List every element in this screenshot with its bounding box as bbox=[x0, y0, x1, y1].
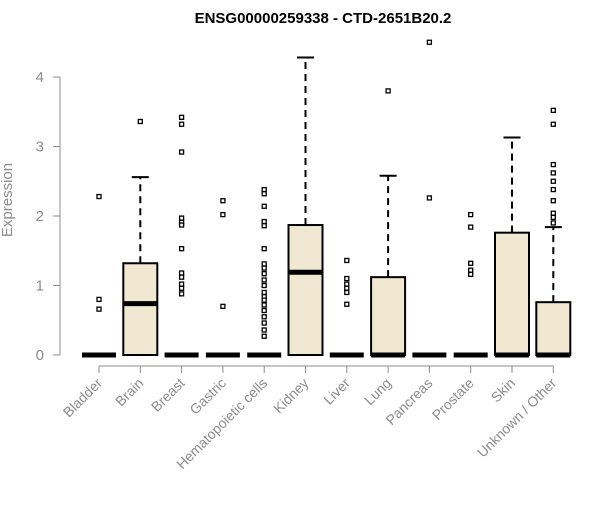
outlier-point bbox=[178, 274, 185, 280]
outlier-point bbox=[426, 195, 433, 201]
outlier-point bbox=[96, 306, 102, 312]
outlier-point bbox=[344, 285, 350, 291]
outlier-point bbox=[468, 224, 474, 230]
outlier-point bbox=[550, 220, 556, 226]
y-axis-label: Expression bbox=[0, 163, 16, 237]
outlier-point bbox=[344, 289, 350, 296]
outlier-point bbox=[261, 246, 267, 252]
outlier-point bbox=[344, 275, 350, 282]
y-tick-label: 2 bbox=[36, 208, 44, 225]
box-bladder bbox=[82, 193, 116, 358]
outlier-point bbox=[550, 107, 556, 114]
x-tick-label: Brain bbox=[112, 375, 146, 409]
outlier-point bbox=[261, 307, 267, 314]
x-tick-label: Lung bbox=[361, 375, 394, 408]
box-iqr bbox=[287, 224, 324, 356]
outlier-point bbox=[178, 246, 185, 252]
box-lung bbox=[370, 88, 407, 358]
outlier-point bbox=[468, 211, 474, 218]
outlier-point bbox=[550, 121, 556, 127]
outlier-point bbox=[137, 118, 143, 125]
box-liver bbox=[329, 257, 364, 358]
box-iqr bbox=[535, 301, 572, 356]
y-tick-label: 1 bbox=[36, 278, 44, 295]
box-pancreas bbox=[412, 39, 447, 358]
outlier-point bbox=[220, 211, 226, 218]
x-tick-label: Skin bbox=[488, 375, 519, 406]
box-iqr bbox=[494, 231, 530, 356]
outlier-point bbox=[96, 193, 102, 200]
outlier-point bbox=[550, 178, 556, 184]
outlier-point bbox=[261, 282, 267, 289]
y-axis: 0 1 2 3 4 bbox=[36, 69, 61, 364]
y-tick-label: 4 bbox=[36, 69, 44, 86]
outlier-point bbox=[178, 222, 185, 228]
outlier-point bbox=[550, 161, 556, 168]
box-kidney bbox=[287, 56, 324, 356]
outlier-point bbox=[468, 271, 474, 278]
outlier-point bbox=[261, 327, 267, 333]
outlier-point bbox=[261, 277, 267, 283]
outlier-point bbox=[261, 320, 267, 326]
box-iqr bbox=[122, 262, 159, 357]
outlier-point bbox=[426, 39, 433, 45]
x-tick-label: Breast bbox=[148, 375, 188, 415]
outlier-point bbox=[178, 149, 185, 155]
outlier-point bbox=[550, 170, 556, 176]
outlier-point bbox=[261, 223, 267, 229]
outlier-point bbox=[261, 289, 267, 296]
outlier-point bbox=[178, 291, 185, 297]
outlier-point bbox=[178, 114, 185, 120]
outlier-point bbox=[468, 260, 474, 266]
x-tick-label: Liver bbox=[320, 375, 353, 408]
box-iqr bbox=[370, 276, 407, 356]
outlier-point bbox=[550, 186, 556, 193]
outlier-point bbox=[261, 203, 267, 209]
outlier-point bbox=[178, 270, 185, 276]
outlier-point bbox=[344, 257, 350, 264]
y-tick-label: 3 bbox=[36, 139, 44, 156]
x-tick-label: Bladder bbox=[60, 375, 106, 421]
outlier-point bbox=[261, 271, 267, 277]
outlier-point bbox=[178, 121, 185, 127]
outlier-point bbox=[261, 261, 267, 267]
outlier-point bbox=[550, 214, 556, 221]
outlier-point bbox=[261, 186, 267, 193]
outlier-point bbox=[261, 297, 267, 303]
box-skin bbox=[494, 136, 530, 358]
outlier-point bbox=[550, 198, 556, 204]
y-tick-label: 0 bbox=[36, 347, 44, 364]
outlier-point bbox=[261, 302, 267, 308]
outlier-point bbox=[344, 301, 350, 307]
outlier-point bbox=[261, 265, 267, 271]
outlier-point bbox=[220, 303, 226, 310]
outlier-point bbox=[468, 267, 474, 273]
box-prostate bbox=[453, 211, 488, 358]
outlier-point bbox=[550, 210, 556, 216]
outlier-point bbox=[385, 88, 391, 94]
outlier-point bbox=[261, 218, 267, 225]
outlier-point bbox=[178, 215, 185, 221]
box-unknown-other bbox=[535, 107, 572, 358]
x-tick-label: Kidney bbox=[270, 375, 312, 417]
box-brain bbox=[122, 118, 159, 357]
chart-title: ENSG00000259338 - CTD-2651B20.2 bbox=[195, 10, 452, 27]
outlier-point bbox=[178, 281, 185, 287]
outlier-point bbox=[261, 191, 267, 197]
x-tick-label: Prostate bbox=[429, 375, 477, 423]
boxes bbox=[82, 39, 572, 358]
box-gastric bbox=[205, 198, 240, 358]
outlier-point bbox=[261, 333, 267, 339]
outlier-point bbox=[344, 281, 350, 287]
outlier-point bbox=[261, 314, 267, 320]
outlier-point bbox=[220, 198, 226, 204]
box-breast bbox=[164, 114, 199, 358]
outlier-point bbox=[96, 296, 102, 303]
outlier-point bbox=[178, 285, 185, 291]
box-hematopoietic-cells bbox=[247, 186, 282, 358]
